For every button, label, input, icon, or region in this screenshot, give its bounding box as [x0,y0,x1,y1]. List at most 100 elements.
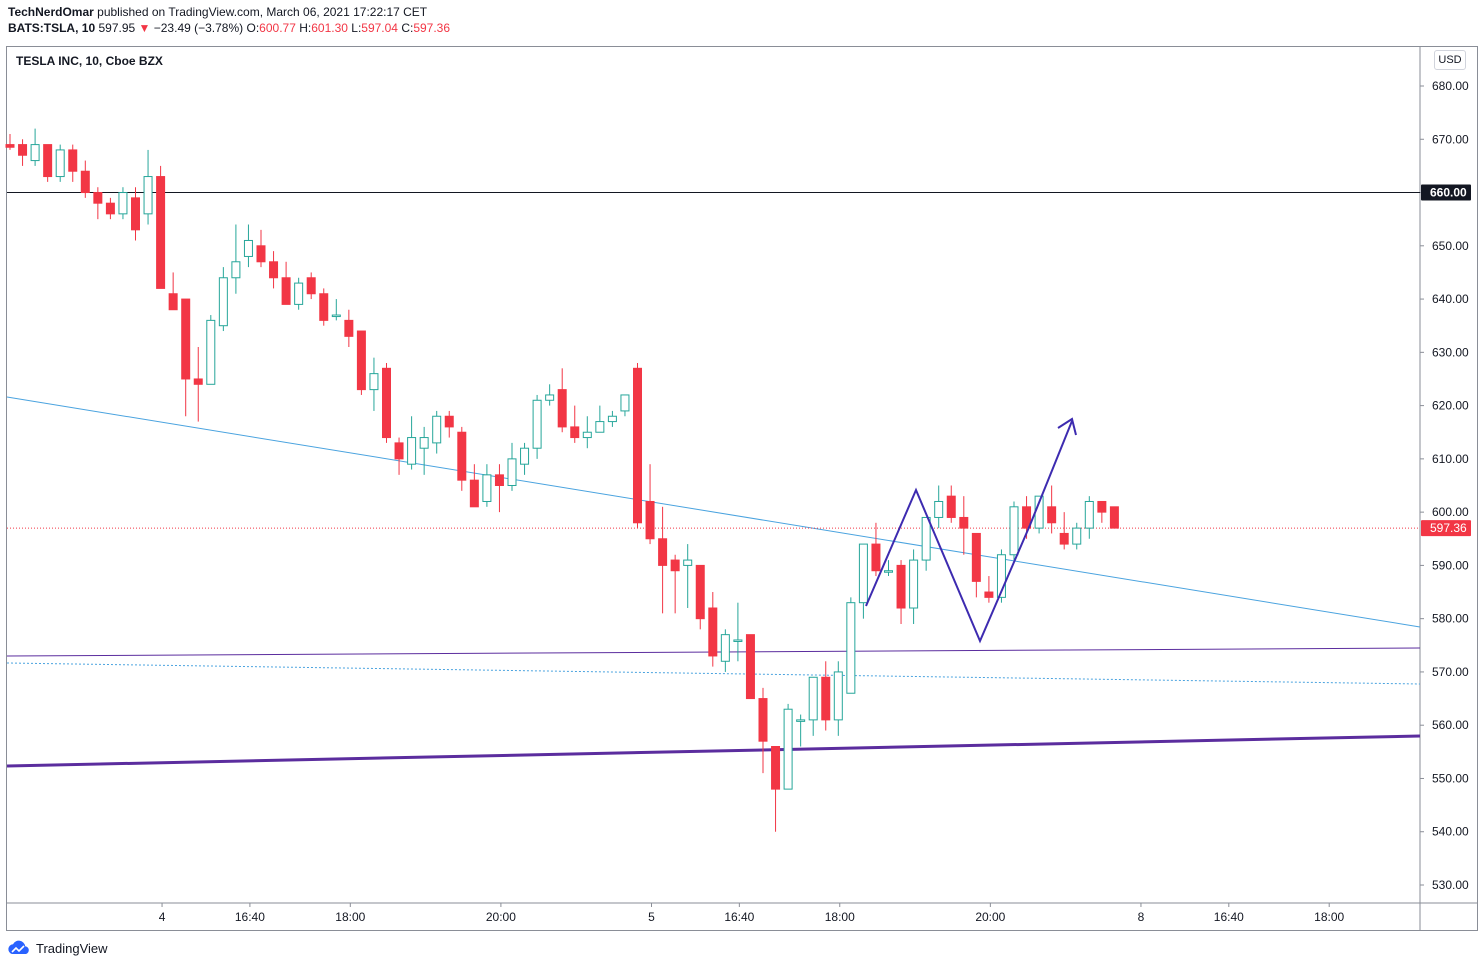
footer-brand: TradingView [36,940,108,956]
currency-button[interactable]: USD [1434,50,1466,70]
candle-body [80,170,90,194]
y-tick-label: 550.00 [1432,771,1469,785]
candle-body [858,543,868,604]
y-tick-label: 670.00 [1432,132,1469,146]
x-tick-label: 16:40 [1214,910,1244,924]
symbol-label: BATS:TSLA, 10 [8,21,96,35]
last-price-label: 597.36 [1430,521,1467,535]
candle-body [934,500,944,518]
candle-body [783,708,793,790]
x-tick-label: 18:00 [825,910,855,924]
y-tick-label: 640.00 [1432,292,1469,306]
candle-body [532,399,542,449]
y-tick-label: 570.00 [1432,665,1469,679]
candle-body [344,319,354,337]
candle-body [545,394,555,401]
candle-body [896,564,906,609]
candle-body [884,570,893,573]
open-label: O: [246,21,260,35]
down-arrow-icon: ▼ [138,21,151,35]
candle-body [520,447,530,465]
candle-body [1084,500,1094,529]
candle-body [168,293,178,311]
published-text: published on TradingView.com, March 06, … [97,5,428,19]
x-tick-label: 20:00 [486,910,516,924]
chart-panel[interactable] [6,46,1478,931]
candle-body [620,394,630,412]
candle-body [921,516,931,561]
candle-body [43,144,53,178]
candle-body [118,192,128,215]
candle-body [846,602,856,694]
candle-body [959,516,969,529]
candle-body [1059,532,1069,545]
candle-body [382,367,391,439]
candle-body [18,144,28,156]
candle-body [946,495,956,518]
tradingview-cloud-icon [8,940,29,954]
close-label: C: [401,21,414,35]
candle-body [758,698,768,742]
price-change: −23.49 (−3.78%) [153,21,244,35]
candle-body [457,431,467,481]
candle-body [193,378,203,385]
y-tick-label: 680.00 [1432,79,1469,93]
candle-body [720,634,730,662]
candle-body [5,144,15,148]
candle-body [771,746,781,790]
candle-body [306,277,316,295]
candle-body [1097,500,1107,513]
candle-body [996,554,1006,598]
candle-body [319,293,329,321]
candle-body [494,474,504,487]
candle-body [55,149,65,178]
candle-body [633,367,642,524]
low-label: L: [351,21,362,35]
candle-body [469,479,479,508]
candle-body [557,389,567,428]
candle-body [984,591,994,598]
x-tick-label: 18:00 [1314,910,1344,924]
y-tick-label: 620.00 [1432,399,1469,413]
last-price-badge [1421,520,1471,537]
close-value: 597.36 [413,21,451,35]
candle-body [156,176,166,289]
candle-body [281,277,291,305]
candle-body [419,437,429,449]
candle-body [394,442,404,460]
tradingview-logo[interactable]: TradingView [6,940,108,956]
candle-body [256,245,266,263]
candle-body [143,176,153,215]
candle-body [582,431,592,439]
level-label-bg [1421,184,1471,201]
candle-body [658,538,668,566]
candle-body [808,676,818,721]
w-pattern-line [865,487,1031,644]
candle-body [105,202,115,215]
candle-body [444,415,454,428]
candle-body [131,197,140,231]
candle-body [796,719,806,722]
y-tick-label: 580.00 [1432,612,1469,626]
candle-body [294,282,304,305]
y-tick-label: 610.00 [1432,452,1469,466]
x-tick-label: 4 [159,910,166,924]
y-tick-label: 600.00 [1432,505,1469,519]
candle-body [432,415,442,444]
x-tick-label: 20:00 [975,910,1005,924]
y-tick-label: 650.00 [1432,239,1469,253]
high-value: 601.30 [311,21,348,35]
dotted-trendline [6,662,1421,685]
open-value: 600.77 [259,21,296,35]
candle-body [833,671,843,721]
candle-body [243,239,253,257]
candle-body [909,559,919,609]
candle-body [821,676,831,721]
author-name[interactable]: TechNerdOmar [8,5,94,19]
level-label-660: 660.00 [1430,186,1467,200]
candle-body [1072,527,1082,545]
candle-body [218,277,228,327]
candle-body [68,149,78,172]
x-tick-label: 16:40 [724,910,754,924]
